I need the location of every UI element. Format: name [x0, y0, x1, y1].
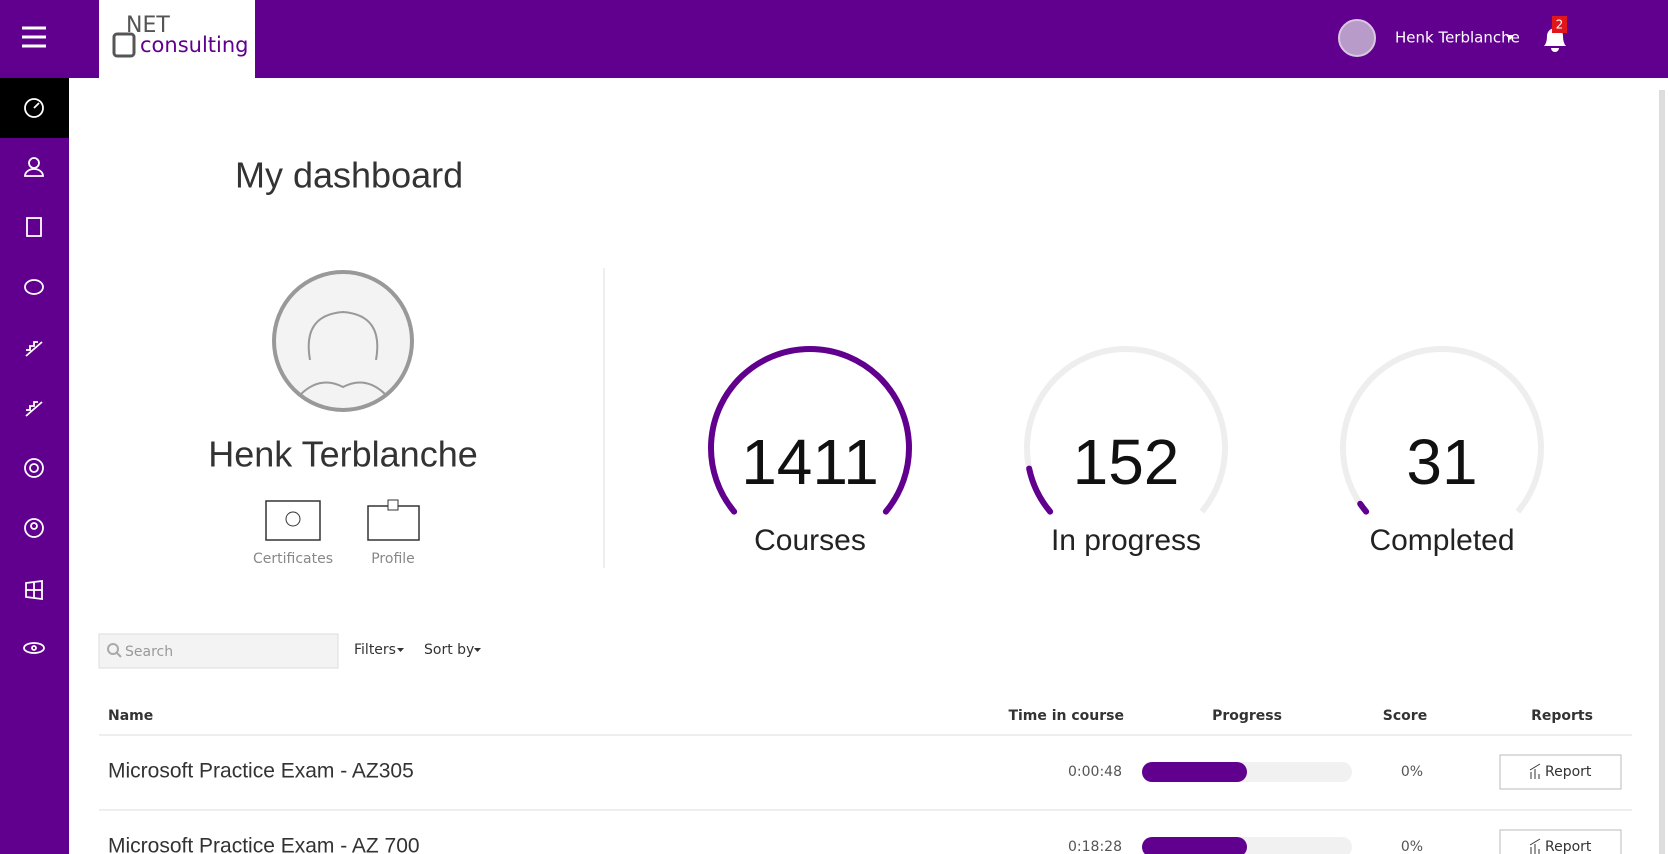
progress-fill: [1142, 837, 1247, 854]
gauge-value: 31: [1406, 426, 1477, 498]
score: 0%: [1401, 839, 1423, 854]
sort-caret: [474, 648, 481, 652]
profile-icon[interactable]: [367, 505, 420, 541]
certificates-link[interactable]: Certificates: [253, 551, 333, 567]
score: 0%: [1401, 764, 1423, 780]
gauge-track: [1024, 346, 1228, 514]
header-bar: [0, 0, 1668, 78]
user-name[interactable]: Henk Terblanche: [1395, 29, 1520, 47]
profile-avatar: [272, 270, 414, 412]
badge: [1552, 16, 1567, 33]
user-caret: [1506, 35, 1514, 40]
course-name[interactable]: Microsoft Practice Exam - AZ 700: [108, 835, 420, 854]
avatar-figure: [299, 310, 387, 396]
column-header: Progress: [1212, 708, 1282, 724]
gauge-fill: [708, 346, 912, 515]
user-avatar[interactable]: [1338, 19, 1376, 57]
course-name[interactable]: Microsoft Practice Exam - AZ305: [108, 760, 414, 783]
profile-clip: [387, 499, 399, 511]
time-in-course: 0:18:28: [1068, 839, 1122, 854]
gauge-track: [1340, 346, 1544, 514]
progress-fill: [1142, 762, 1247, 782]
logo-icon: [112, 32, 136, 58]
column-header: Name: [108, 708, 153, 724]
gauge-label: Courses: [754, 524, 866, 557]
report-label: Report: [1545, 764, 1592, 780]
gauge-value: 1411: [741, 426, 879, 498]
filters-button[interactable]: Filters: [354, 642, 396, 658]
badge-count: 2: [1556, 18, 1564, 32]
gauge-fill: [1357, 500, 1370, 515]
report-button[interactable]: [1499, 754, 1622, 790]
filters-caret: [397, 648, 404, 652]
scrollbar[interactable]: [1659, 90, 1665, 854]
report-icon: [1529, 763, 1541, 779]
bell[interactable]: [1544, 28, 1566, 52]
search-icon-handle: [116, 652, 122, 658]
time-in-course: 0:00:48: [1068, 764, 1122, 780]
column-header: Reports: [1531, 708, 1593, 724]
sidebar: [0, 78, 69, 854]
logo-top: NET: [126, 13, 170, 38]
search-placeholder: Search: [125, 644, 173, 660]
sort-button[interactable]: Sort by: [424, 642, 474, 658]
certificates-icon[interactable]: [265, 500, 321, 541]
logo-bottom: consulting: [140, 33, 249, 57]
gauge-label: In progress: [1051, 524, 1201, 557]
gauge-label: Completed: [1369, 524, 1514, 557]
certificates-seal: [285, 511, 301, 527]
profile-name: Henk Terblanche: [208, 434, 478, 475]
report-label: Report: [1545, 839, 1592, 854]
report-button[interactable]: [1499, 829, 1622, 854]
sidebar-icons[interactable]: [23, 98, 45, 654]
column-header: Score: [1383, 708, 1427, 724]
report-icon: [1529, 838, 1541, 854]
gauge-value: 152: [1073, 426, 1180, 498]
profile-link[interactable]: Profile: [371, 551, 415, 567]
gauge-fill: [1026, 465, 1054, 515]
search-icon: [107, 643, 119, 655]
column-header: Time in course: [1008, 708, 1124, 724]
logo-box[interactable]: [99, 0, 255, 78]
search-box[interactable]: [98, 633, 339, 669]
menu-button[interactable]: [22, 26, 46, 48]
page-title: My dashboard: [235, 155, 463, 196]
